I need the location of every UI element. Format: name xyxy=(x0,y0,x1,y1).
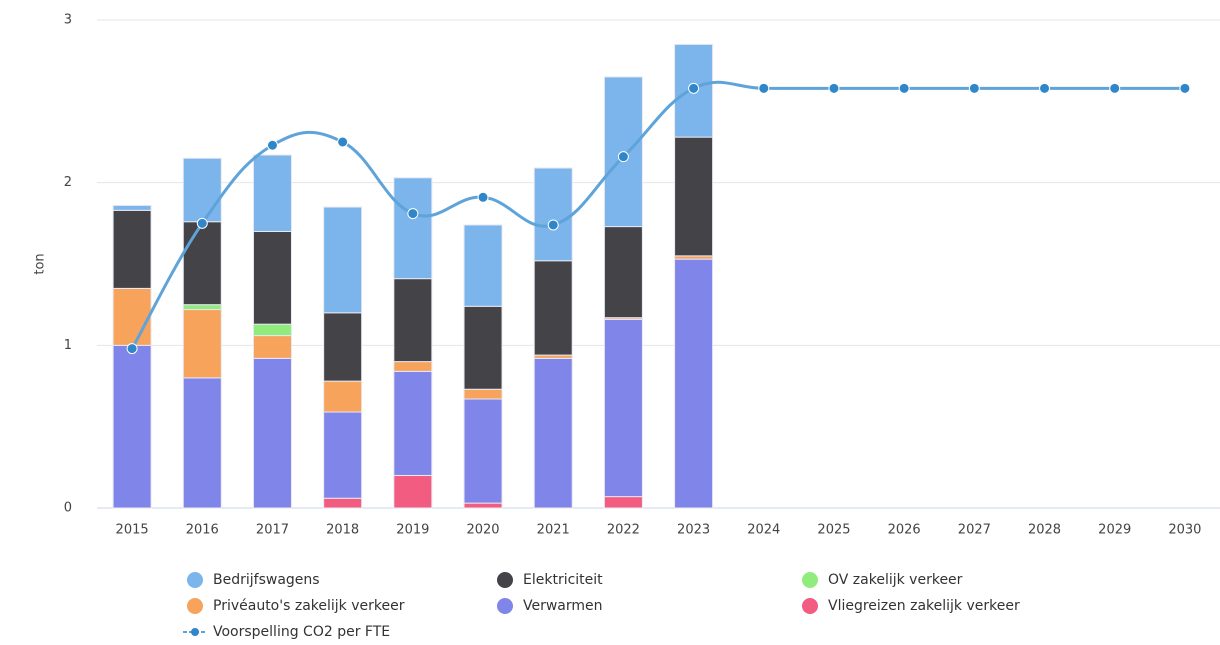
x-tick-label: 2022 xyxy=(607,523,640,538)
legend-marker xyxy=(802,572,818,588)
line-point xyxy=(337,136,349,148)
legend-marker xyxy=(191,628,199,636)
bar-segment xyxy=(603,496,643,509)
line-point xyxy=(1109,82,1121,94)
line-point xyxy=(688,82,700,94)
x-tick-label: 2025 xyxy=(817,523,850,538)
bar-segment xyxy=(252,230,292,325)
bar-segment xyxy=(463,398,503,504)
bar-segment xyxy=(112,209,152,289)
legend-marker xyxy=(187,572,203,588)
x-tick-label: 2023 xyxy=(677,523,710,538)
legend-label: Bedrijfswagens xyxy=(213,572,320,588)
bar-segment xyxy=(463,502,503,509)
legend-label: Privéauto's zakelijk verkeer xyxy=(213,598,405,614)
bar-segment xyxy=(603,226,643,319)
bar-segment xyxy=(182,309,222,379)
bar-segment xyxy=(252,323,292,337)
bar-segment xyxy=(674,258,714,509)
bar-segment xyxy=(112,287,152,346)
line-point xyxy=(1179,82,1191,94)
y-tick-label: 0 xyxy=(64,501,72,516)
legend-label: Vliegreizen zakelijk verkeer xyxy=(828,598,1020,614)
y-axis-label: ton xyxy=(33,253,48,274)
legend-label: Elektriciteit xyxy=(523,572,603,588)
bar-segment xyxy=(323,312,363,382)
line-point xyxy=(617,151,629,163)
bar-segment xyxy=(533,167,573,262)
bar-segment xyxy=(463,224,503,307)
x-tick-label: 2015 xyxy=(116,523,149,538)
line-point xyxy=(407,208,419,220)
bar-segment xyxy=(603,318,643,498)
bar-segment xyxy=(252,335,292,359)
bar-segment xyxy=(393,474,433,509)
y-tick-label: 3 xyxy=(64,13,72,28)
bar-segment xyxy=(252,357,292,509)
line-point xyxy=(758,82,770,94)
bar-segment xyxy=(533,260,573,356)
legend-label: Verwarmen xyxy=(523,598,603,614)
legend-marker xyxy=(802,598,818,614)
line-point xyxy=(1039,82,1051,94)
bar-segment xyxy=(674,136,714,257)
y-tick-label: 1 xyxy=(64,338,72,353)
line-point xyxy=(828,82,840,94)
x-tick-label: 2018 xyxy=(326,523,359,538)
bar-segment xyxy=(323,380,363,413)
legend-label: OV zakelijk verkeer xyxy=(828,572,963,588)
legend-label: Voorspelling CO2 per FTE xyxy=(213,624,390,640)
bar-segment xyxy=(323,497,363,509)
bar-segment xyxy=(182,304,222,311)
bar-segment xyxy=(182,377,222,509)
bar-segment xyxy=(393,177,433,280)
x-tick-label: 2016 xyxy=(186,523,219,538)
legend-marker xyxy=(187,598,203,614)
line-point xyxy=(547,219,559,231)
bar-segment xyxy=(112,344,152,509)
bar-segment xyxy=(182,157,222,223)
bar-segment xyxy=(112,204,152,211)
y-tick-label: 2 xyxy=(64,175,72,190)
line-point xyxy=(968,82,980,94)
bar-segment xyxy=(323,206,363,314)
x-tick-label: 2030 xyxy=(1168,523,1201,538)
bar-segment xyxy=(393,278,433,363)
bar-segment xyxy=(323,411,363,499)
bar-segment xyxy=(393,361,433,372)
x-tick-label: 2026 xyxy=(888,523,921,538)
legend-marker xyxy=(497,598,513,614)
bar-segment xyxy=(463,305,503,390)
line-point xyxy=(477,191,489,203)
bar-segment xyxy=(393,370,433,476)
x-tick-label: 2029 xyxy=(1098,523,1131,538)
bar-segment xyxy=(182,221,222,306)
line-point xyxy=(898,82,910,94)
x-tick-label: 2019 xyxy=(396,523,429,538)
bar-segment xyxy=(252,154,292,232)
line-point xyxy=(126,343,138,355)
legend-marker xyxy=(497,572,513,588)
line-point xyxy=(266,139,278,151)
x-tick-label: 2024 xyxy=(747,523,780,538)
bar-segment xyxy=(463,388,503,400)
x-tick-label: 2020 xyxy=(466,523,499,538)
x-tick-label: 2021 xyxy=(537,523,570,538)
x-tick-label: 2017 xyxy=(256,523,289,538)
bar-segment xyxy=(533,357,573,509)
x-tick-label: 2027 xyxy=(958,523,991,538)
line-point xyxy=(196,217,208,229)
x-tick-label: 2028 xyxy=(1028,523,1061,538)
